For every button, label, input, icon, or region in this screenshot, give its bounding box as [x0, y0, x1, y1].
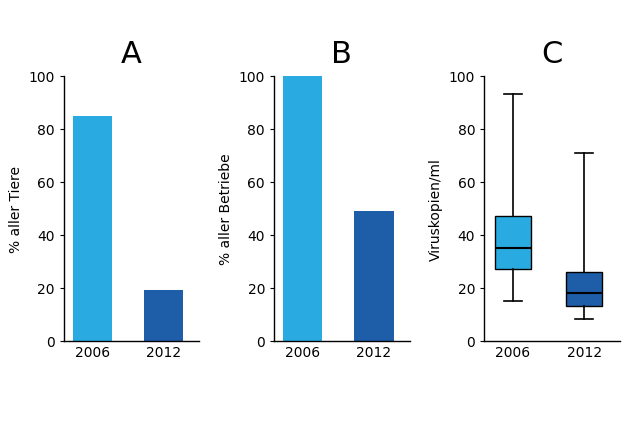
Title: C: C	[541, 40, 563, 69]
Title: A: A	[121, 40, 142, 69]
Y-axis label: % aller Tiere: % aller Tiere	[9, 165, 23, 252]
Title: B: B	[332, 40, 352, 69]
Y-axis label: % aller Betriebe: % aller Betriebe	[219, 153, 233, 265]
Bar	[355, 211, 394, 341]
Bar	[283, 77, 322, 341]
PathPatch shape	[566, 272, 602, 306]
Bar	[144, 291, 183, 341]
Bar	[73, 116, 112, 341]
PathPatch shape	[495, 217, 530, 270]
Y-axis label: Viruskopien/ml: Viruskopien/ml	[429, 158, 443, 260]
